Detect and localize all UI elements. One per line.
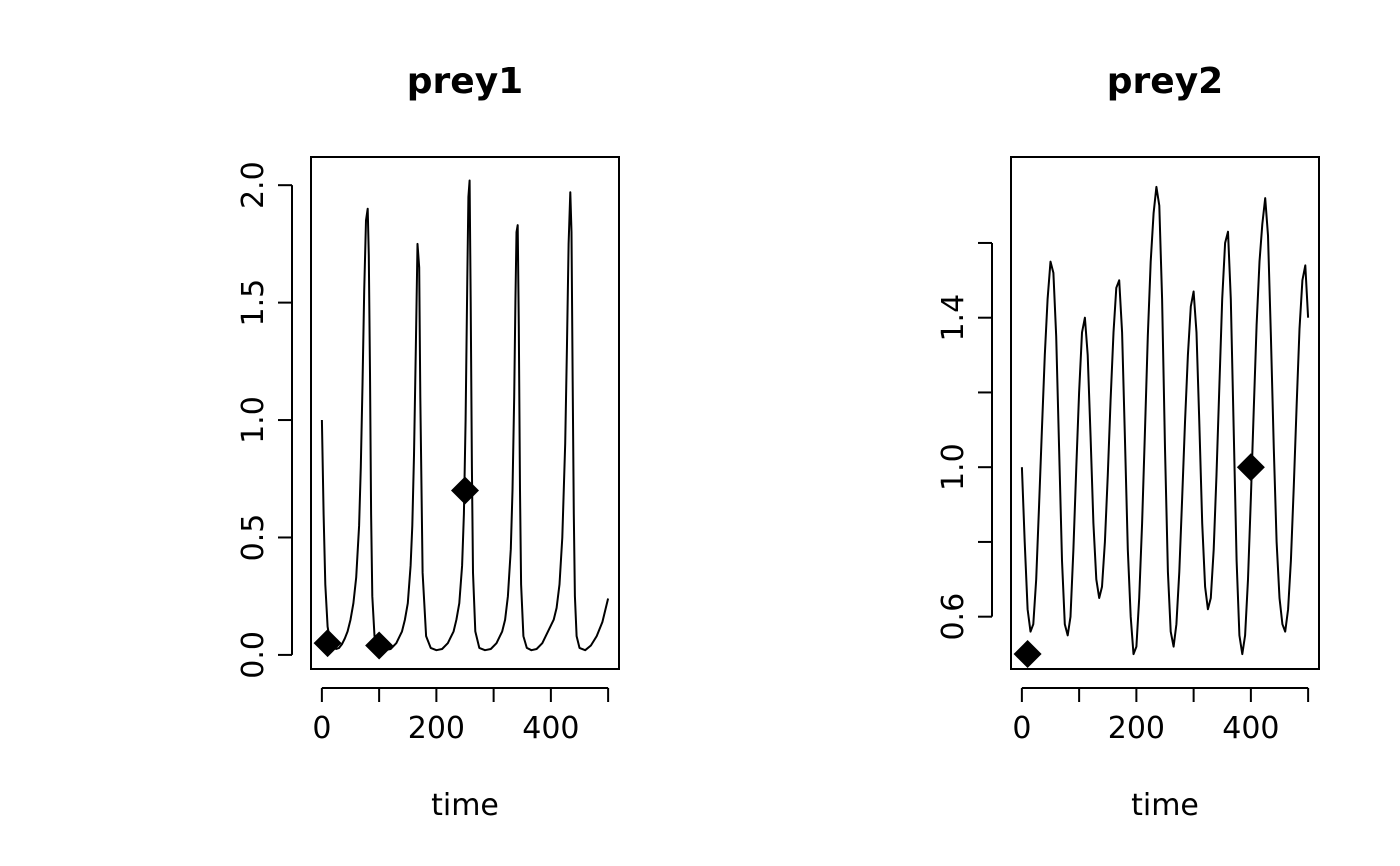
diamond-marker <box>365 631 394 660</box>
series-line <box>320 179 610 652</box>
y-tick-label: 0.5 <box>236 514 271 562</box>
x-axis: 0 200 400 <box>312 687 610 746</box>
y-tick-label: 2.0 <box>236 161 271 209</box>
diamond-marker <box>1236 453 1265 482</box>
diamond-marker <box>313 629 342 658</box>
chart-panel-prey2: prey2 0 200 400 0.6 1.0 1.4 time <box>936 61 1320 823</box>
x-tick-label: 200 <box>408 711 465 746</box>
plot-frame <box>1010 156 1320 670</box>
x-tick-label: 400 <box>522 711 579 746</box>
chart-title: prey2 <box>1107 61 1223 102</box>
x-axis-label: time <box>1131 788 1199 823</box>
chart-title: prey1 <box>407 61 523 102</box>
y-tick-label: 1.0 <box>236 396 271 444</box>
x-axis: 0 200 400 <box>1012 687 1310 746</box>
points-layer <box>313 476 479 660</box>
y-axis: 0.6 1.0 1.4 <box>936 241 993 641</box>
series-layer <box>320 179 610 652</box>
y-tick-label: 0.6 <box>936 593 971 641</box>
series-layer <box>1020 185 1310 656</box>
x-tick-label: 200 <box>1108 711 1165 746</box>
plot-frame <box>310 156 620 670</box>
x-tick-label: 0 <box>1012 711 1031 746</box>
y-tick-label: 1.0 <box>936 443 971 491</box>
series-line <box>1020 185 1310 656</box>
diamond-marker <box>1013 640 1042 669</box>
y-axis: 0.0 0.5 1.0 1.5 2.0 <box>236 161 293 679</box>
chart-panel-prey1: prey1 0 200 400 0.0 0.5 1.0 1.5 2.0 time <box>236 61 620 823</box>
x-axis-label: time <box>431 788 499 823</box>
diamond-marker <box>451 476 479 505</box>
y-tick-label: 1.4 <box>936 294 971 342</box>
x-tick-label: 0 <box>312 711 331 746</box>
points-layer <box>1013 453 1265 669</box>
x-tick-label: 400 <box>1222 711 1279 746</box>
y-tick-label: 1.5 <box>236 279 271 327</box>
y-tick-label: 0.0 <box>236 631 271 679</box>
